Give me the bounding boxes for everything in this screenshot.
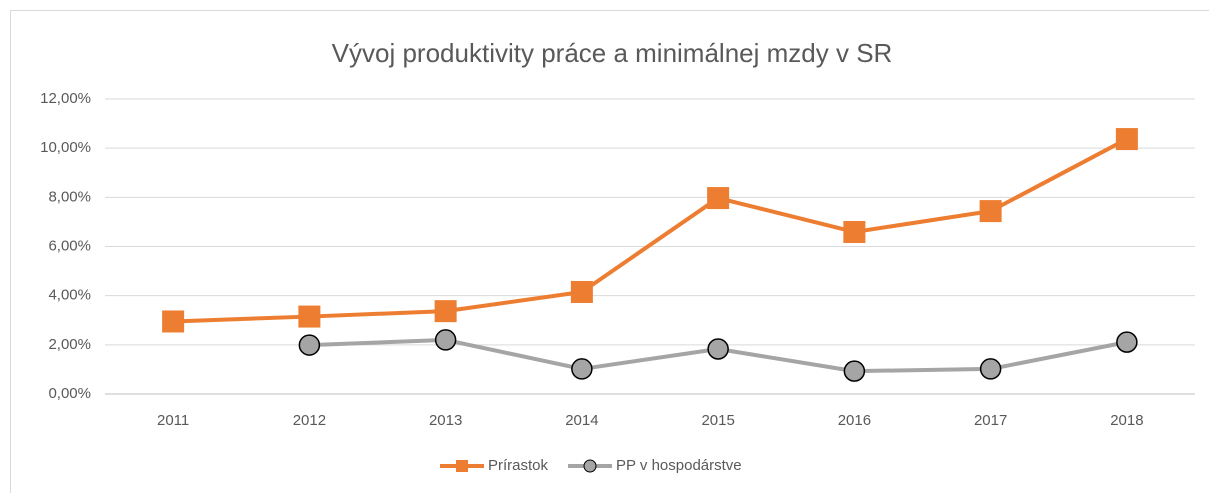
point [571, 281, 593, 303]
x-tick-label: 2014 [565, 412, 598, 429]
x-tick-label: 2012 [293, 412, 326, 429]
point [299, 335, 319, 355]
y-tick-label: 2,00% [48, 336, 91, 353]
point [572, 359, 592, 379]
y-tick-label: 4,00% [48, 287, 91, 304]
legend-label: PP v hospodárstve [616, 457, 742, 474]
y-tick-label: 0,00% [48, 385, 91, 402]
point [435, 300, 457, 322]
legend-marker [584, 460, 596, 472]
point [436, 330, 456, 350]
point [298, 306, 320, 328]
point [708, 339, 728, 359]
point [844, 361, 864, 381]
point [843, 221, 865, 243]
y-tick-label: 6,00% [48, 237, 91, 254]
legend-marker [456, 460, 468, 472]
chart-frame [11, 11, 1209, 494]
point [1116, 128, 1138, 150]
x-tick-label: 2016 [838, 412, 871, 429]
y-tick-label: 8,00% [48, 188, 91, 205]
point [1117, 332, 1137, 352]
chart-title: Vývoj produktivity práce a minimálnej mz… [332, 38, 893, 68]
point [707, 187, 729, 209]
legend-label: Prírastok [488, 457, 549, 474]
x-tick-label: 2018 [1110, 412, 1143, 429]
point [162, 310, 184, 332]
x-tick-label: 2011 [157, 412, 189, 429]
x-tick-label: 2013 [429, 412, 462, 429]
y-tick-label: 10,00% [40, 139, 91, 156]
point [981, 359, 1001, 379]
y-tick-label: 12,00% [40, 90, 91, 107]
x-tick-label: 2015 [701, 412, 734, 429]
point [980, 200, 1002, 222]
x-tick-label: 2017 [974, 412, 1007, 429]
